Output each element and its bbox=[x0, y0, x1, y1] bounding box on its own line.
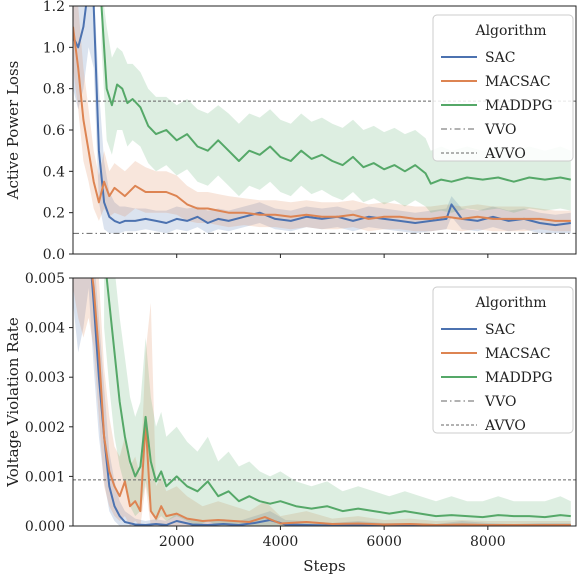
y-tick-label: 0.0 bbox=[43, 247, 65, 263]
legend-label-macsac: MACSAC bbox=[485, 346, 551, 362]
series-line-macsac bbox=[91, 278, 571, 526]
y-tick-label: 1.0 bbox=[43, 40, 65, 56]
series-line-maddpg bbox=[100, 6, 571, 185]
x-tick-label: 6000 bbox=[366, 534, 402, 550]
legend: Algorithm SAC MACSAC MADDPG VVO AVVO bbox=[432, 14, 574, 162]
confidence-band-maddpg bbox=[104, 278, 571, 526]
y-tick-label: 0.001 bbox=[25, 469, 65, 485]
legend-label-avvo: AVVO bbox=[484, 418, 526, 434]
confidence-band-macsac bbox=[73, 6, 571, 232]
y-tick-label: 0.005 bbox=[25, 271, 65, 287]
legend-label-maddpg: MADDPG bbox=[485, 370, 553, 386]
legend-box bbox=[432, 14, 574, 162]
legend-box bbox=[432, 286, 574, 434]
legend-title: Algorithm bbox=[474, 23, 546, 39]
series-line-sac bbox=[73, 6, 571, 227]
x-tick-label: 2000 bbox=[159, 534, 195, 550]
chart-panel-0: 0.0 0.2 0.4 0.6 0.8 1.0 1.2 Active Power Loss Al… bbox=[4, 0, 577, 263]
confidence-band-macsac bbox=[73, 278, 571, 526]
x-tick-label: 8000 bbox=[470, 534, 506, 550]
y-axis-label: Active Power Loss bbox=[4, 61, 22, 201]
y-axis-label: Voltage Violation Rate bbox=[4, 317, 22, 488]
y-tick-label: 0.004 bbox=[25, 321, 65, 337]
series-line-macsac bbox=[73, 26, 571, 222]
legend-label-sac: SAC bbox=[485, 322, 515, 338]
series-line-maddpg bbox=[105, 278, 571, 519]
legend-label-maddpg: MADDPG bbox=[485, 98, 553, 114]
legend-label-vvo: VVO bbox=[484, 394, 516, 410]
y-tick-label: 0.003 bbox=[25, 370, 65, 386]
y-tick-label: 0.002 bbox=[25, 420, 65, 436]
confidence-band-sac bbox=[73, 6, 571, 234]
legend-label-avvo: AVVO bbox=[484, 146, 526, 162]
legend-label-vvo: VVO bbox=[484, 122, 516, 138]
axes-frame bbox=[72, 277, 577, 527]
y-tick-label: 0.000 bbox=[25, 519, 65, 535]
legend-label-macsac: MACSAC bbox=[485, 74, 551, 90]
y-tick-label: 0.6 bbox=[43, 123, 65, 139]
y-tick-label: 0.4 bbox=[43, 164, 65, 180]
legend: Algorithm SAC MACSAC MADDPG VVO AVVO bbox=[432, 286, 574, 434]
legend-title: Algorithm bbox=[474, 295, 546, 311]
x-axis-label: Steps bbox=[303, 557, 345, 575]
chart-panel-1: 2000 4000 6000 8000 0.000 0.001 0.002 0.003 0.00… bbox=[4, 271, 577, 575]
y-tick-label: 0.8 bbox=[43, 82, 65, 98]
y-tick-label: 0.2 bbox=[43, 206, 65, 222]
y-tick-label: 1.2 bbox=[43, 0, 65, 15]
legend-label-sac: SAC bbox=[485, 50, 515, 66]
x-tick-label: 4000 bbox=[263, 534, 299, 550]
